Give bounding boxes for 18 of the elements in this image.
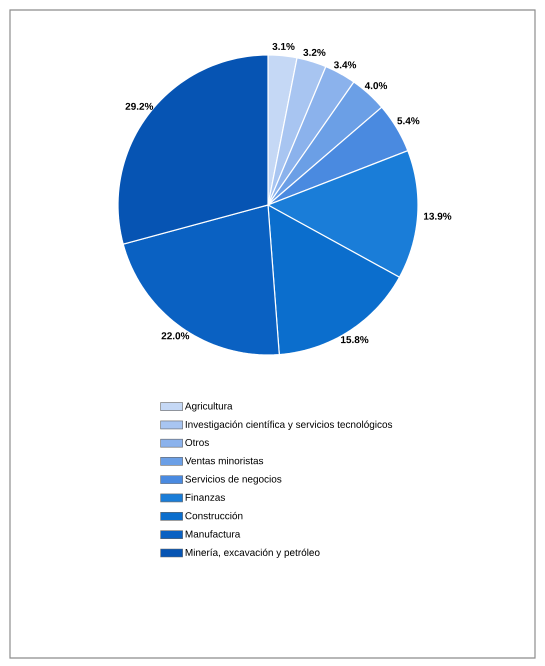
legend-label: Minería, excavación y petróleo (186, 548, 320, 558)
data-label: 3.4% (334, 61, 356, 68)
legend-label: Otros (185, 438, 209, 446)
legend-label: Manufactura (186, 530, 240, 538)
data-label: 3.1% (272, 42, 295, 50)
legend-label: Construcción (185, 512, 242, 520)
legend-label: Servicios de negocios (185, 475, 282, 485)
data-label: 4.0% (364, 82, 388, 90)
data-label: 3.2% (303, 48, 326, 56)
data-label: 22.0% (162, 332, 190, 340)
legend-label: Agricultura (184, 402, 233, 412)
data-label: 5.4% (397, 117, 420, 124)
data-label: 29.2% (126, 102, 154, 110)
legend-label: Ventas minoristas (184, 456, 264, 464)
legend-label: Investigación científica y servicios tecnológicos (186, 420, 392, 430)
legend-label: Finanzas (186, 494, 225, 501)
data-label: 15.8% (341, 336, 368, 344)
data-label: 13.9% (424, 212, 452, 220)
